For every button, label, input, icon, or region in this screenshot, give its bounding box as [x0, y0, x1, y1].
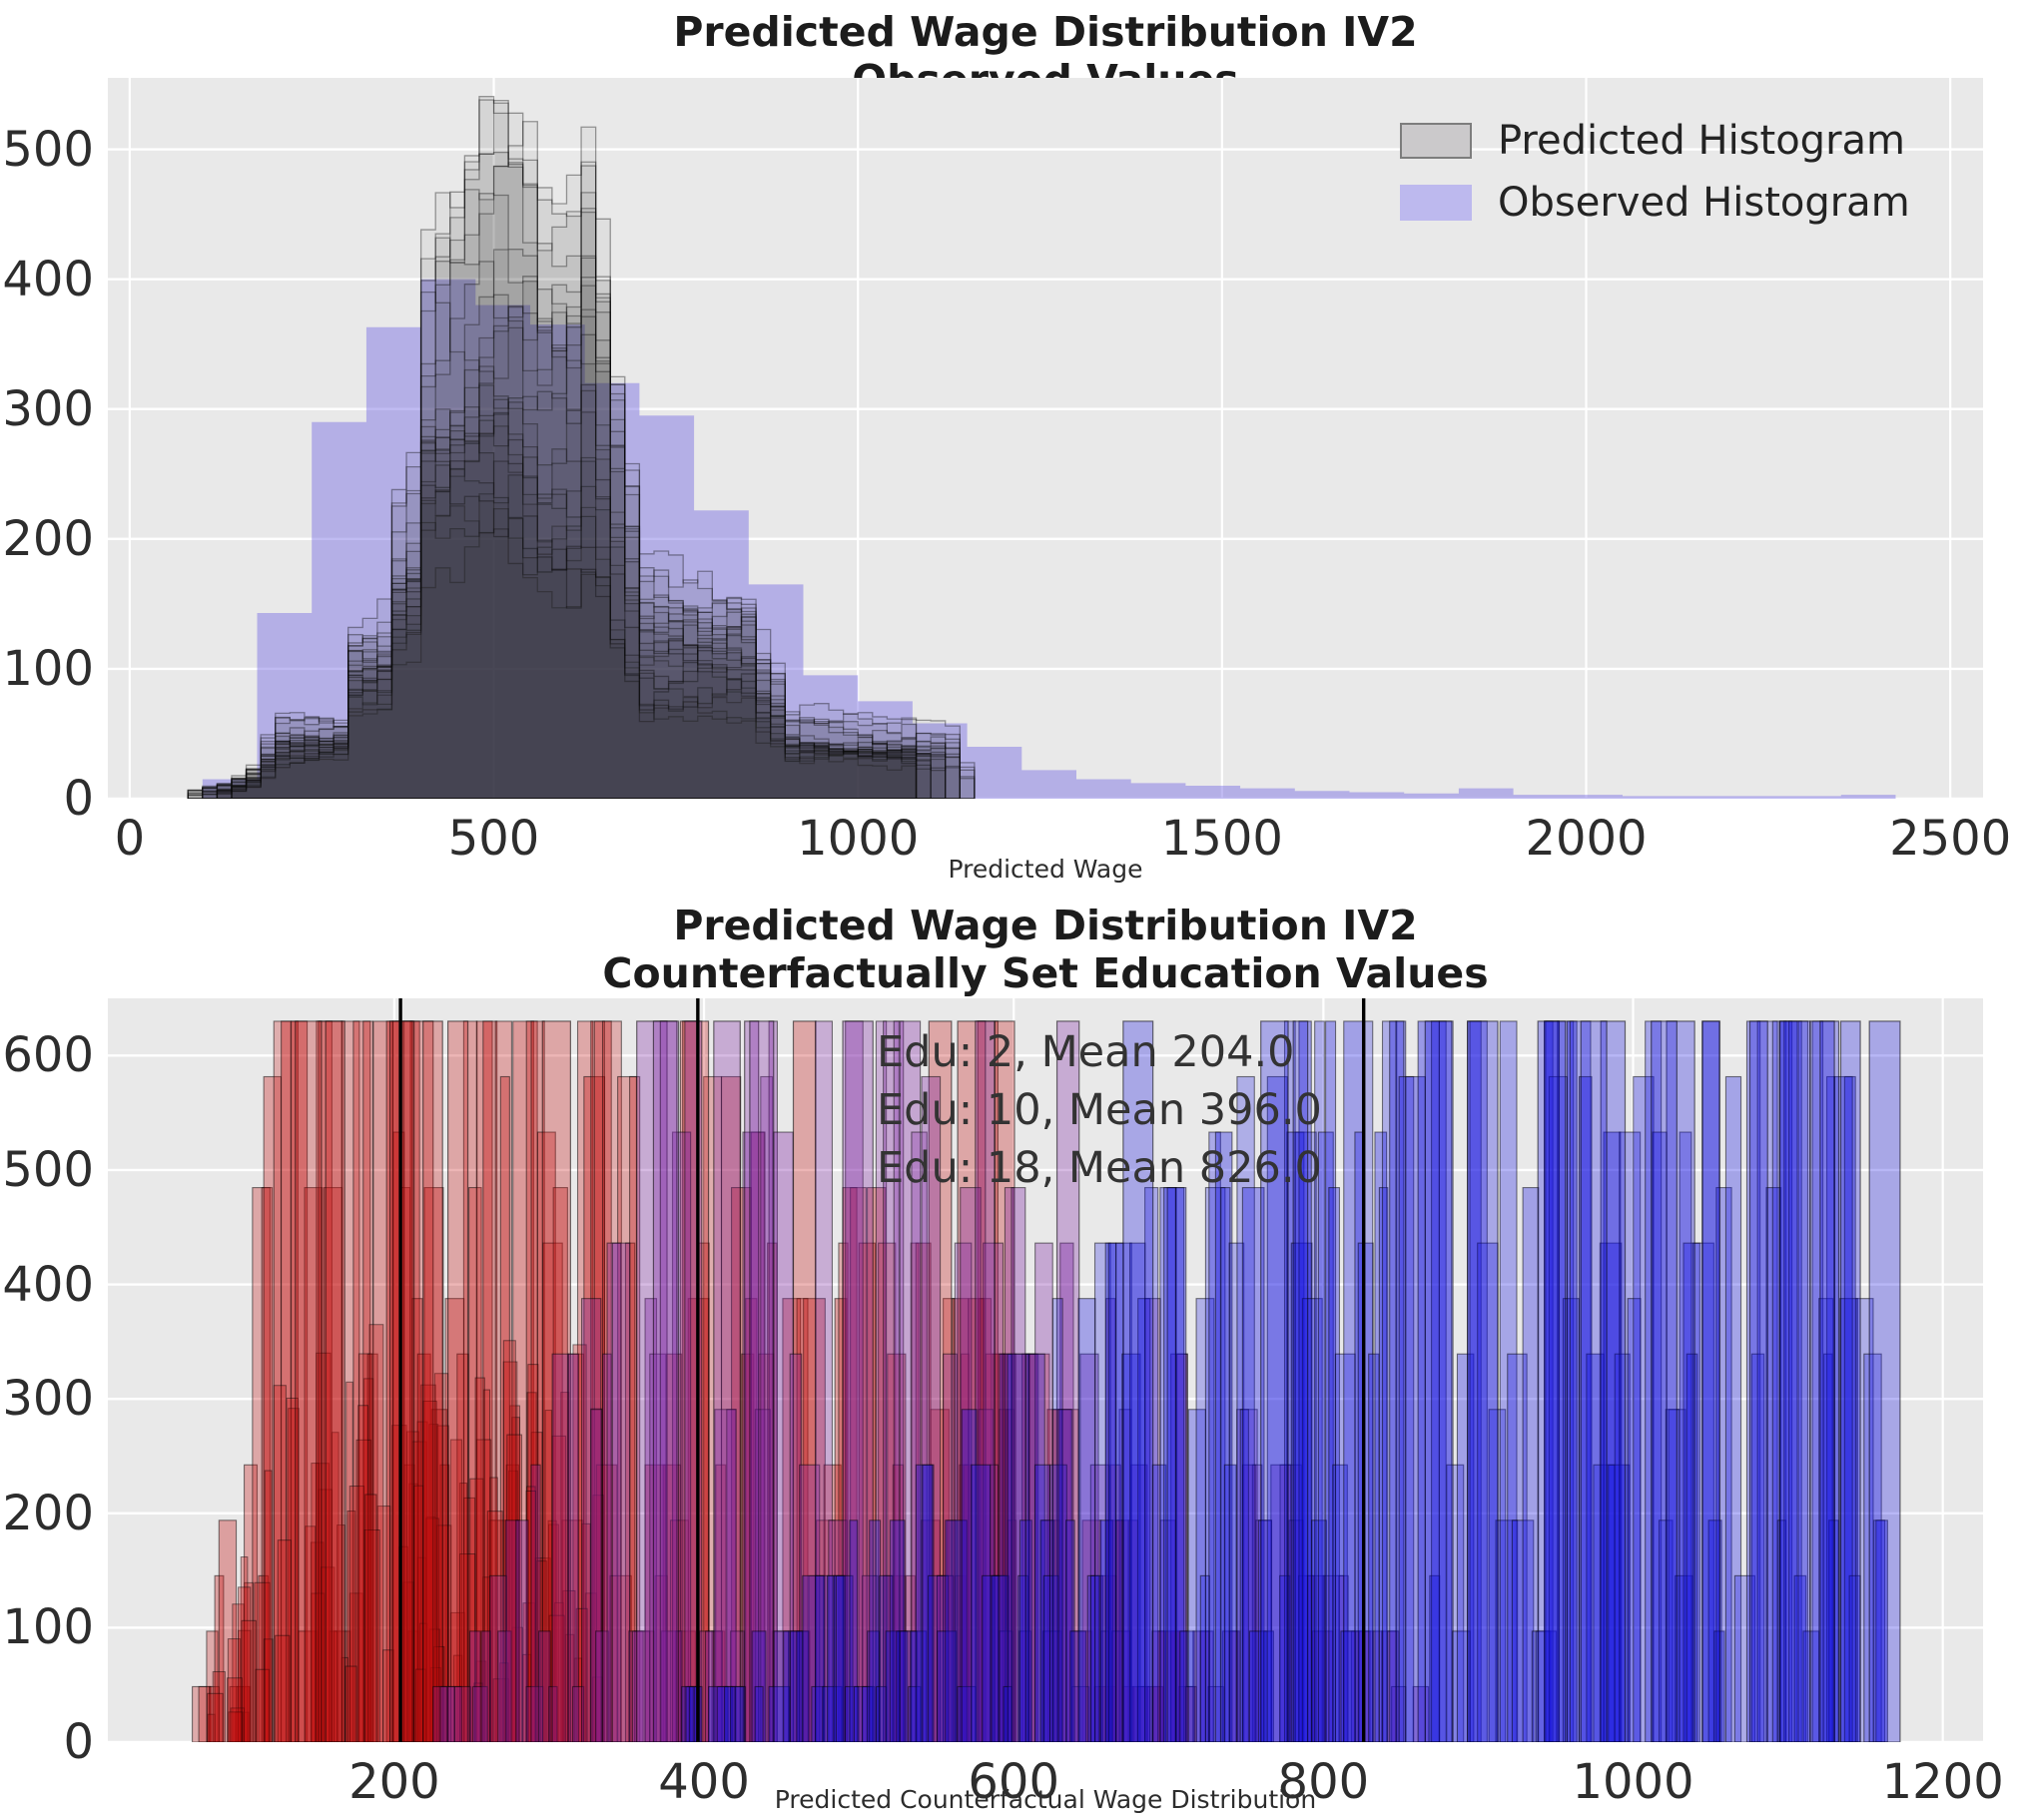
mean-lines — [398, 998, 1366, 1742]
y-tick-label: 400 — [2, 251, 94, 307]
y-tick-label: 500 — [2, 1141, 94, 1198]
x-tick-label: 1200 — [1881, 1754, 2004, 1810]
legend-item-observed: Observed Histogram — [1400, 180, 1910, 226]
group-18 — [680, 1020, 1901, 1742]
x-tick-label: 2000 — [1525, 811, 1648, 867]
x-tick-label: 2500 — [1889, 811, 2012, 867]
x-tick-label: 1000 — [1572, 1754, 1694, 1810]
y-tick-label: 500 — [2, 121, 94, 178]
chart-2-canvas — [108, 998, 1983, 1742]
x-tick-label: 200 — [348, 1754, 440, 1810]
y-tick-label: 400 — [2, 1256, 94, 1313]
x-tick-label: 0 — [114, 811, 146, 867]
y-tick-label: 300 — [2, 380, 94, 437]
chart-1-canvas — [108, 78, 1983, 799]
gridlines — [108, 78, 1983, 799]
y-tick-label: 0 — [63, 1714, 94, 1770]
y-tick-label: 0 — [63, 771, 94, 827]
legend-label: Observed Histogram — [1498, 180, 1910, 226]
chart-1-plot-area — [108, 78, 1983, 799]
legend-item-predicted: Predicted Histogram — [1400, 118, 1910, 164]
y-tick-label: 100 — [2, 640, 94, 697]
observed-histogram-swatch — [1400, 185, 1472, 221]
y-tick-label: 300 — [2, 1371, 94, 1428]
chart-2-title: Predicted Wage Distribution IV2 Counterf… — [108, 902, 1983, 997]
chart-2-plot-area — [108, 998, 1983, 1742]
y-tick-label: 600 — [2, 1027, 94, 1084]
x-tick-label: 1500 — [1160, 811, 1283, 867]
predicted-histogram-draws — [187, 96, 976, 799]
annotation-edu-10: Edu: 10, Mean 396.0 — [877, 1085, 1322, 1135]
x-tick-label: 800 — [1277, 1754, 1370, 1810]
chart-2-title-line-2: Counterfactually Set Education Values — [602, 949, 1489, 997]
legend-label: Predicted Histogram — [1498, 118, 1905, 164]
predicted-histogram-swatch — [1400, 123, 1472, 159]
chart-1-legend: Predicted Histogram Observed Histogram — [1400, 118, 1910, 226]
x-tick-label: 500 — [447, 811, 540, 867]
x-tick-label: 1000 — [797, 811, 920, 867]
annotation-edu-2: Edu: 2, Mean 204.0 — [877, 1027, 1295, 1077]
annotation-edu-18: Edu: 18, Mean 826.0 — [877, 1143, 1322, 1193]
x-tick-label: 400 — [658, 1754, 750, 1810]
y-tick-label: 100 — [2, 1599, 94, 1656]
observed-histogram — [202, 279, 1896, 799]
chart-2-x-axis-label: Predicted Counterfactual Wage Distributi… — [774, 1785, 1317, 1814]
chart-1-x-axis-label: Predicted Wage — [948, 855, 1143, 884]
x-tick-label: 600 — [968, 1754, 1060, 1810]
y-tick-label: 200 — [2, 510, 94, 567]
chart-2-title-line-1: Predicted Wage Distribution IV2 — [673, 902, 1418, 949]
y-tick-label: 200 — [2, 1485, 94, 1541]
chart-1-title-line-1: Predicted Wage Distribution IV2 — [673, 8, 1418, 56]
